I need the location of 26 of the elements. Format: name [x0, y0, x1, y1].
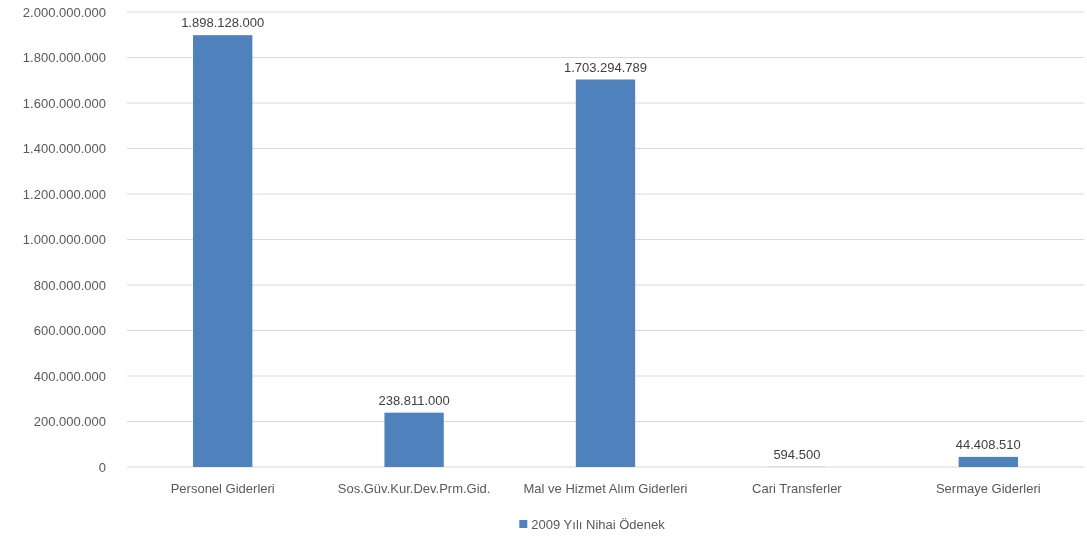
- legend-label: 2009 Yılı Nihai Ödenek: [531, 516, 666, 532]
- y-tick-label: 1.400.000.000: [22, 141, 106, 157]
- x-tick-label: Sos.Güv.Kur.Dev.Prm.Gid.: [337, 481, 491, 496]
- y-tick-label: 1.200.000.000: [22, 186, 106, 202]
- bar: [575, 79, 636, 467]
- y-tick-label: 1.000.000.000: [22, 232, 106, 248]
- y-tick-label: 600.000.000: [33, 323, 106, 339]
- y-tick-label: 800.000.000: [33, 277, 106, 293]
- y-tick-label: 2.000.000.000: [22, 4, 106, 20]
- x-tick-label: Personel Giderleri: [170, 481, 275, 496]
- y-tick-label: 200.000.000: [33, 414, 106, 430]
- bar: [384, 412, 444, 467]
- data-label: 1.703.294.789: [563, 59, 648, 75]
- x-tick-label: Mal ve Hizmet Alım Giderleri: [523, 481, 688, 496]
- y-tick-label: 1.800.000.000: [22, 50, 106, 66]
- data-label: 594.500: [773, 446, 821, 462]
- y-tick-label: 400.000.000: [33, 368, 106, 384]
- bar: [958, 456, 1018, 467]
- x-tick-label: Cari Transferler: [752, 481, 843, 496]
- data-label: 238.811.000: [378, 392, 450, 408]
- y-tick-label: 0: [98, 459, 106, 475]
- x-tick-label: Sermaye Giderleri: [935, 481, 1041, 496]
- y-tick-label: 1.600.000.000: [22, 95, 106, 111]
- data-label: 44.408.510: [955, 436, 1021, 452]
- data-label: 1.898.128.000: [181, 15, 265, 31]
- bar: [193, 35, 253, 467]
